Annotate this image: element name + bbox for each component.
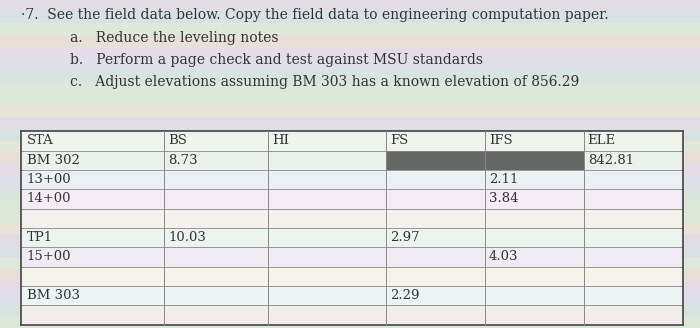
Bar xyxy=(0,117,700,129)
Bar xyxy=(386,151,485,170)
Bar xyxy=(0,82,700,94)
Bar xyxy=(0,234,700,246)
Bar xyxy=(0,0,700,12)
Bar xyxy=(21,189,682,209)
Text: BM 302: BM 302 xyxy=(27,154,80,167)
Bar xyxy=(0,94,700,105)
Bar xyxy=(0,70,700,82)
Bar xyxy=(0,246,700,258)
Bar xyxy=(0,129,700,141)
Bar xyxy=(0,281,700,293)
Bar xyxy=(0,105,700,117)
Bar xyxy=(485,151,584,170)
Text: 14+00: 14+00 xyxy=(27,193,71,205)
Text: BS: BS xyxy=(168,134,187,147)
Text: HI: HI xyxy=(272,134,290,147)
Text: 2.11: 2.11 xyxy=(489,173,519,186)
Bar xyxy=(21,228,682,247)
Bar xyxy=(0,176,700,187)
Bar xyxy=(0,316,700,328)
Bar xyxy=(0,152,700,164)
Text: BM 303: BM 303 xyxy=(27,289,80,302)
Bar xyxy=(0,164,700,176)
Bar xyxy=(0,35,700,47)
Bar xyxy=(0,258,700,269)
Bar xyxy=(21,305,682,325)
Text: 13+00: 13+00 xyxy=(27,173,71,186)
Bar xyxy=(0,141,700,152)
Bar xyxy=(0,223,700,234)
Text: c.   Adjust elevations assuming BM 303 has a known elevation of 856.29: c. Adjust elevations assuming BM 303 has… xyxy=(70,75,580,89)
Text: 10.03: 10.03 xyxy=(168,231,206,244)
Text: b.   Perform a page check and test against MSU standards: b. Perform a page check and test against… xyxy=(70,53,483,67)
Bar xyxy=(0,293,700,305)
Text: TP1: TP1 xyxy=(27,231,53,244)
Bar xyxy=(0,305,700,316)
Bar xyxy=(21,131,682,325)
Bar xyxy=(0,23,700,35)
Bar xyxy=(21,131,682,151)
Text: IFS: IFS xyxy=(489,134,512,147)
Text: ELE: ELE xyxy=(588,134,616,147)
Text: FS: FS xyxy=(391,134,409,147)
Text: STA: STA xyxy=(27,134,53,147)
Text: 2.97: 2.97 xyxy=(391,231,420,244)
Bar xyxy=(0,12,700,23)
Bar xyxy=(21,267,682,286)
Bar xyxy=(21,151,682,170)
Bar xyxy=(0,211,700,223)
Text: 2.29: 2.29 xyxy=(391,289,420,302)
Text: 8.73: 8.73 xyxy=(168,154,198,167)
Bar xyxy=(21,170,682,189)
Text: 3.84: 3.84 xyxy=(489,193,519,205)
Text: a.   Reduce the leveling notes: a. Reduce the leveling notes xyxy=(70,31,279,45)
Bar xyxy=(0,47,700,59)
Text: 15+00: 15+00 xyxy=(27,251,71,263)
Bar xyxy=(0,269,700,281)
Text: 4.03: 4.03 xyxy=(489,251,519,263)
Bar xyxy=(21,286,682,305)
Bar xyxy=(21,209,682,228)
Bar xyxy=(0,199,700,211)
Text: ·7.  See the field data below. Copy the field data to engineering computation pa: ·7. See the field data below. Copy the f… xyxy=(21,8,608,22)
Bar xyxy=(21,247,682,267)
Text: 842.81: 842.81 xyxy=(588,154,634,167)
Bar xyxy=(0,187,700,199)
Bar xyxy=(0,59,700,70)
